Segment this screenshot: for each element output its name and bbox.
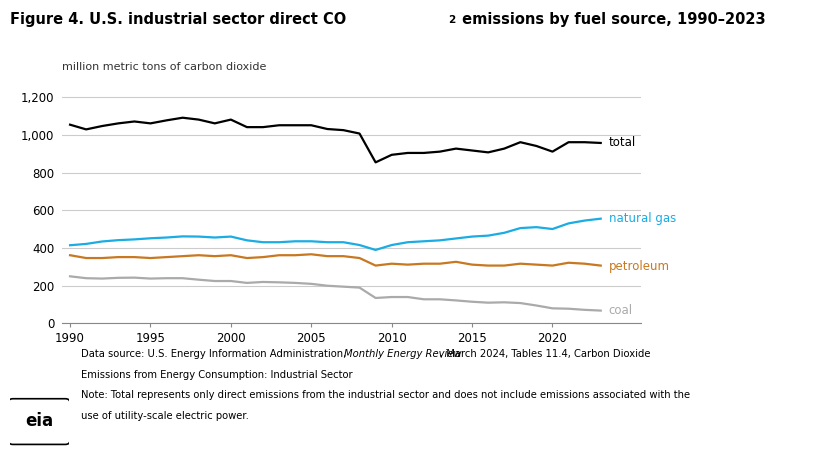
- Text: Monthly Energy Review: Monthly Energy Review: [344, 349, 461, 359]
- Text: million metric tons of carbon dioxide: million metric tons of carbon dioxide: [62, 61, 266, 72]
- Text: 2: 2: [448, 15, 455, 25]
- Text: Figure 4. U.S. industrial sector direct CO: Figure 4. U.S. industrial sector direct …: [10, 12, 347, 26]
- Text: natural gas: natural gas: [609, 212, 676, 225]
- Text: , March 2024, Tables 11.4, Carbon Dioxide: , March 2024, Tables 11.4, Carbon Dioxid…: [440, 349, 651, 359]
- Text: emissions by fuel source, 1990–2023: emissions by fuel source, 1990–2023: [457, 12, 766, 26]
- Text: petroleum: petroleum: [609, 260, 670, 273]
- Text: Note: Total represents only direct emissions from the industrial sector and does: Note: Total represents only direct emiss…: [81, 390, 691, 401]
- Text: Data source: U.S. Energy Information Administration,: Data source: U.S. Energy Information Adm…: [81, 349, 350, 359]
- FancyBboxPatch shape: [8, 399, 70, 444]
- Text: Emissions from Energy Consumption: Industrial Sector: Emissions from Energy Consumption: Indus…: [81, 370, 352, 380]
- Text: use of utility-scale electric power.: use of utility-scale electric power.: [81, 411, 249, 421]
- Text: total: total: [609, 136, 636, 150]
- Text: coal: coal: [609, 304, 633, 317]
- Text: eia: eia: [25, 412, 53, 430]
